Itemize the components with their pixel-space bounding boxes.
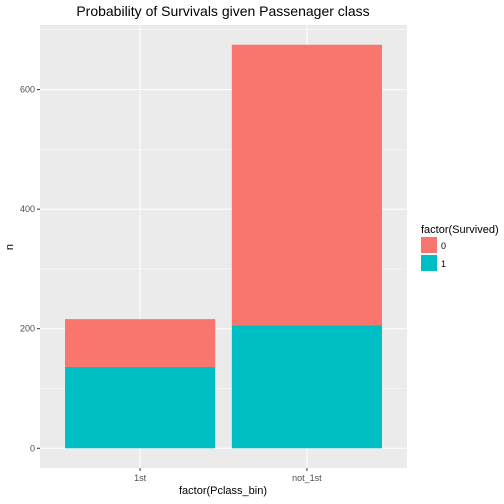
y-tick-label: 600 xyxy=(20,85,35,95)
x-axis-title: factor(Pclass_bin) xyxy=(179,485,267,497)
bar-not_1st-survived-1 xyxy=(231,325,382,449)
legend: factor(Survived) 01 xyxy=(421,224,499,271)
y-tick-label: 0 xyxy=(30,443,35,453)
legend-label-0: 0 xyxy=(441,241,446,251)
legend-key-0 xyxy=(421,237,437,253)
bar-1st-survived-1 xyxy=(65,366,216,449)
legend-items: 01 xyxy=(421,237,446,271)
legend-label-1: 1 xyxy=(441,259,446,269)
y-axis-title: n xyxy=(4,244,16,250)
bar-not_1st-survived-0 xyxy=(231,44,382,326)
legend-key-1 xyxy=(421,255,437,271)
y-tick-label: 400 xyxy=(20,204,35,214)
y-axis-ticks: 0 200 400 600 xyxy=(20,85,40,453)
y-tick-label: 200 xyxy=(20,324,35,334)
x-tick-label: 1st xyxy=(134,473,147,483)
legend-title: factor(Survived) xyxy=(421,224,499,236)
bars xyxy=(65,44,382,449)
x-axis-ticks: 1st not_1st xyxy=(134,468,322,483)
chart-title: Probability of Survivals given Passenage… xyxy=(76,3,369,19)
x-tick-label: not_1st xyxy=(292,473,322,483)
bar-1st-survived-0 xyxy=(65,319,216,367)
